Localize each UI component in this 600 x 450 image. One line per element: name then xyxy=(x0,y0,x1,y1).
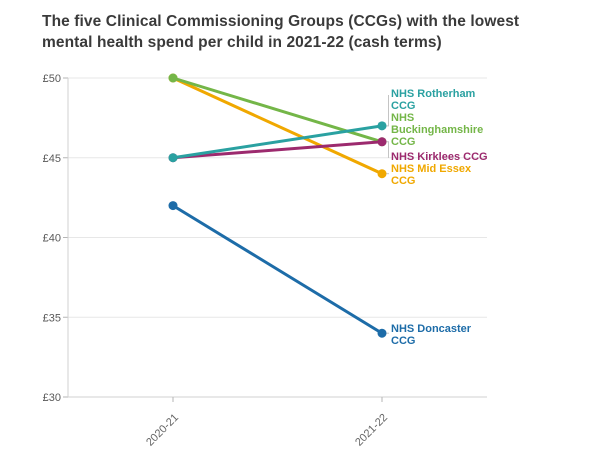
chart-title-line-1: The five Clinical Commissioning Groups (… xyxy=(42,13,520,30)
y-axis-label-40: £40 xyxy=(43,233,61,245)
series-label-nhs-buckinghamshire-ccg-line-2: Buckinghamshire xyxy=(391,124,483,136)
series-line-nhs-doncaster-ccg xyxy=(171,204,384,335)
chart-title: The five Clinical Commissioning Groups (… xyxy=(42,11,587,53)
data-point-nhs-rotherham-ccg-2021-22 xyxy=(377,121,387,131)
data-point-nhs-kirklees-ccg-2021-22 xyxy=(377,137,387,147)
series-line-nhs-kirklees-ccg xyxy=(171,140,384,160)
series-label-nhs-doncaster-ccg-line-1: NHS Doncaster xyxy=(391,323,472,335)
series-label-nhs-buckinghamshire-ccg-line-1: NHS xyxy=(391,112,414,124)
y-axis-label-35: £35 xyxy=(43,312,61,324)
data-point-nhs-mid-essex-ccg-2021-22 xyxy=(377,169,387,179)
series-line-nhs-mid-essex-ccg xyxy=(171,76,384,176)
y-axis-label-45: £45 xyxy=(43,153,61,165)
chart-title-line-2: mental health spend per child in 2021-22… xyxy=(42,34,442,51)
series-label-nhs-doncaster-ccg-line-2: CCG xyxy=(391,335,415,347)
series-label-nhs-mid-essex-ccg-line-2: CCG xyxy=(391,175,415,187)
series-label-nhs-mid-essex-ccg-line-1: NHS Mid Essex xyxy=(391,163,472,175)
series-label-nhs-rotherham-ccg-line-1: NHS Rotherham xyxy=(391,88,476,100)
x-axis-label-2020-21: 2020-21 xyxy=(144,412,181,449)
series-line-nhs-rotherham-ccg xyxy=(171,124,384,160)
x-axis-label-2021-22: 2021-22 xyxy=(353,412,390,449)
data-point-nhs-doncaster-ccg-2021-22 xyxy=(377,328,387,338)
data-point-nhs-buckinghamshire-ccg-2020-21 xyxy=(168,73,178,83)
leader-line-nhs-kirklees-ccg xyxy=(386,141,389,158)
y-axis-label-50: £50 xyxy=(43,73,61,85)
leader-line-nhs-rotherham-ccg xyxy=(386,95,389,127)
series-label-nhs-kirklees-ccg-line-1: NHS Kirklees CCG xyxy=(391,151,488,163)
series-label-nhs-buckinghamshire-ccg-line-3: CCG xyxy=(391,136,415,148)
data-point-nhs-doncaster-ccg-2020-21 xyxy=(168,201,178,211)
series-label-nhs-rotherham-ccg-line-2: CCG xyxy=(391,100,415,112)
series-line-nhs-buckinghamshire-ccg xyxy=(171,76,384,144)
y-axis-label-30: £30 xyxy=(43,392,61,404)
data-point-nhs-rotherham-ccg-2020-21 xyxy=(168,153,178,163)
